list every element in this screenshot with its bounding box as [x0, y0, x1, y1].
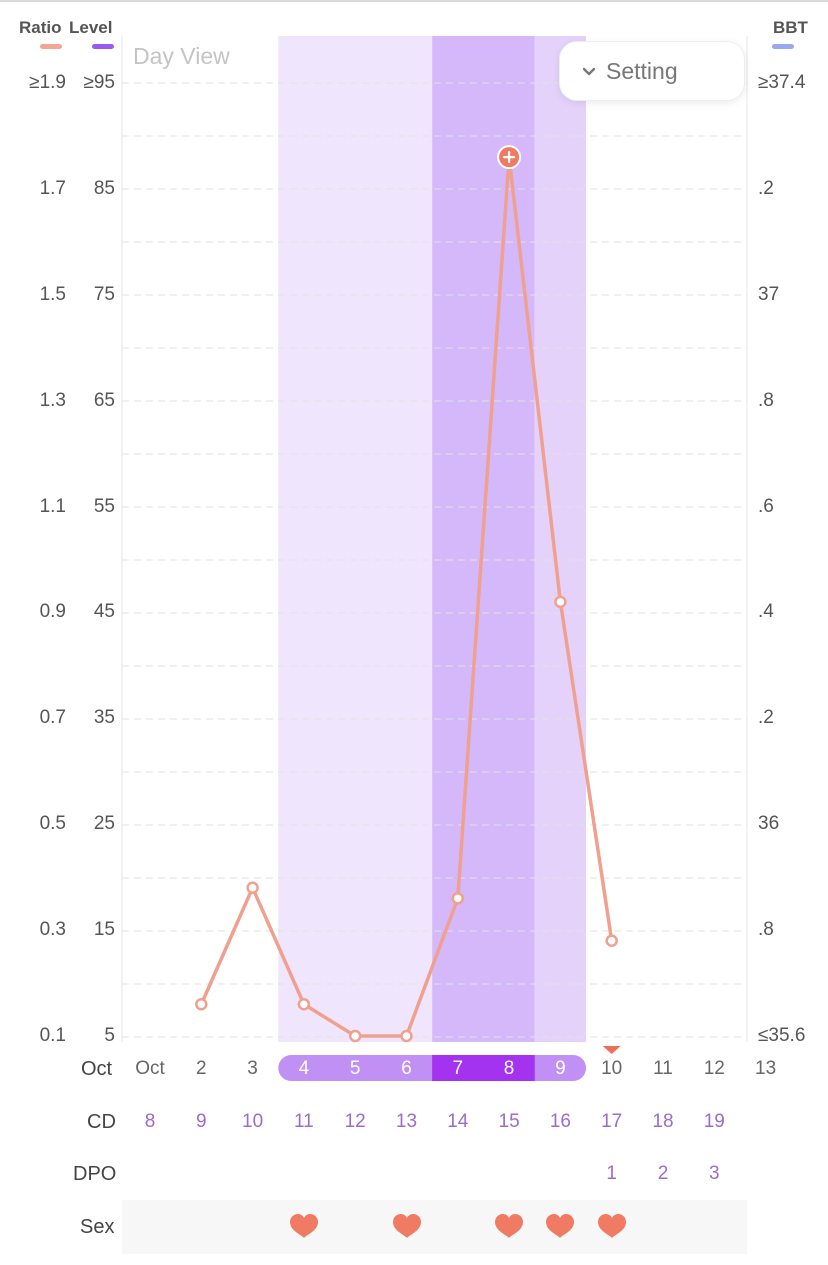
- ratio-axis-tick: 0.7: [39, 707, 66, 729]
- cd-value: 16: [549, 1111, 571, 1132]
- top-border: [0, 0, 828, 2]
- cd-value: 10: [242, 1111, 264, 1132]
- dpo-value: 2: [657, 1163, 669, 1184]
- level-point: [400, 1029, 413, 1043]
- cd-value: 18: [652, 1111, 674, 1132]
- level-axis-tick: 25: [93, 813, 115, 835]
- chevron-down-icon: [582, 67, 596, 76]
- legend-ratio-label: Ratio: [19, 18, 62, 37]
- cd-value: 11: [294, 1111, 314, 1132]
- post-peak-band: [534, 36, 587, 1042]
- date-tick: 4: [298, 1058, 310, 1079]
- level-point: [195, 997, 208, 1011]
- level-axis-tick: 75: [93, 283, 115, 305]
- date-tick: 2: [196, 1058, 207, 1079]
- level-axis-tick: 35: [93, 707, 115, 729]
- heart-icon: [597, 1214, 626, 1238]
- date-tick: 10: [601, 1058, 623, 1079]
- cd-value: 15: [498, 1111, 520, 1132]
- view-title[interactable]: Day View: [133, 43, 230, 69]
- cd-value: 8: [144, 1111, 156, 1132]
- cd-value: 19: [703, 1111, 725, 1132]
- date-tick: Oct: [135, 1058, 165, 1079]
- level-axis-tick: 85: [93, 177, 115, 199]
- date-tick: 11: [653, 1058, 673, 1079]
- legend-bbt-swatch: [772, 44, 794, 49]
- level-point: [297, 997, 311, 1011]
- bbt-axis-tick: .8: [758, 389, 774, 411]
- bbt-axis-tick: 36: [758, 813, 780, 835]
- level-point: [348, 1029, 362, 1043]
- level-axis-tick: 45: [93, 601, 115, 623]
- cd-row-label: CD: [87, 1111, 116, 1133]
- date-tick: 7: [452, 1058, 464, 1079]
- ratio-axis-tick: 0.3: [39, 919, 66, 941]
- level-axis-tick: 55: [93, 495, 115, 517]
- ratio-axis-tick: 0.9: [39, 601, 66, 623]
- bbt-axis-tick: .2: [758, 177, 774, 199]
- bbt-axis-tick: 37: [758, 283, 780, 305]
- legend-level-label: Level: [69, 18, 113, 37]
- dpo-value: 1: [606, 1163, 617, 1184]
- fertile-window-band: [278, 36, 433, 1042]
- dpo-row-label: DPO: [73, 1163, 117, 1185]
- bbt-axis-tick: ≤35.6: [758, 1025, 806, 1046]
- bbt-axis-tick: .2: [758, 707, 774, 729]
- ratio-axis-tick: 1.5: [39, 283, 66, 305]
- date-tick: 6: [401, 1058, 412, 1079]
- bbt-axis-tick: .6: [758, 495, 774, 517]
- ratio-axis-tick: ≥1.9: [29, 72, 66, 93]
- heart-icon: [289, 1214, 318, 1238]
- bbt-axis-tick: ≥37.4: [758, 72, 806, 93]
- setting-button[interactable]: Setting: [559, 41, 745, 101]
- date-tick: 9: [555, 1058, 566, 1079]
- ratio-axis-tick: 0.5: [39, 813, 66, 835]
- bbt-axis-tick: .8: [758, 919, 774, 941]
- ratio-axis-tick: 1.1: [39, 495, 66, 517]
- date-row-label: Oct: [81, 1058, 113, 1080]
- level-point: [605, 934, 618, 947]
- cd-value: 12: [344, 1111, 366, 1132]
- ratio-axis-tick: 1.7: [39, 177, 66, 199]
- level-point: [451, 892, 465, 905]
- date-tick: 13: [755, 1058, 777, 1079]
- date-tick: 12: [703, 1058, 725, 1079]
- today-marker-icon: [602, 1046, 621, 1054]
- level-point: [554, 595, 567, 609]
- date-tick: 5: [349, 1058, 361, 1079]
- sex-row-label: Sex: [80, 1216, 115, 1238]
- cd-value: 9: [196, 1111, 207, 1132]
- peak-date-pill: [432, 1055, 535, 1081]
- level-axis-tick: 15: [93, 919, 115, 941]
- bbt-axis-tick: .4: [758, 601, 774, 623]
- legend-ratio-swatch: [40, 44, 62, 49]
- cd-value: 14: [447, 1111, 469, 1132]
- date-tick: 3: [247, 1058, 258, 1079]
- ratio-axis-tick: 0.1: [39, 1025, 66, 1046]
- heart-icon: [495, 1214, 524, 1238]
- heart-icon: [392, 1214, 421, 1238]
- legend-level-swatch: [92, 44, 114, 49]
- sex-row-background: [122, 1200, 747, 1254]
- setting-button-label: Setting: [606, 57, 678, 84]
- level-point: [246, 881, 259, 895]
- level-axis-tick: 65: [93, 389, 115, 411]
- level-axis-tick: 5: [104, 1025, 115, 1046]
- legend-bbt-label: BBT: [773, 18, 808, 37]
- level-axis-tick: ≥95: [83, 72, 115, 93]
- ratio-axis-tick: 1.3: [39, 389, 66, 411]
- cd-value: 13: [395, 1111, 418, 1132]
- dpo-value: 3: [709, 1163, 720, 1184]
- peak-plus-icon: [503, 151, 516, 164]
- cd-value: 17: [601, 1111, 623, 1132]
- heart-icon: [546, 1214, 575, 1238]
- date-tick: 8: [503, 1058, 515, 1079]
